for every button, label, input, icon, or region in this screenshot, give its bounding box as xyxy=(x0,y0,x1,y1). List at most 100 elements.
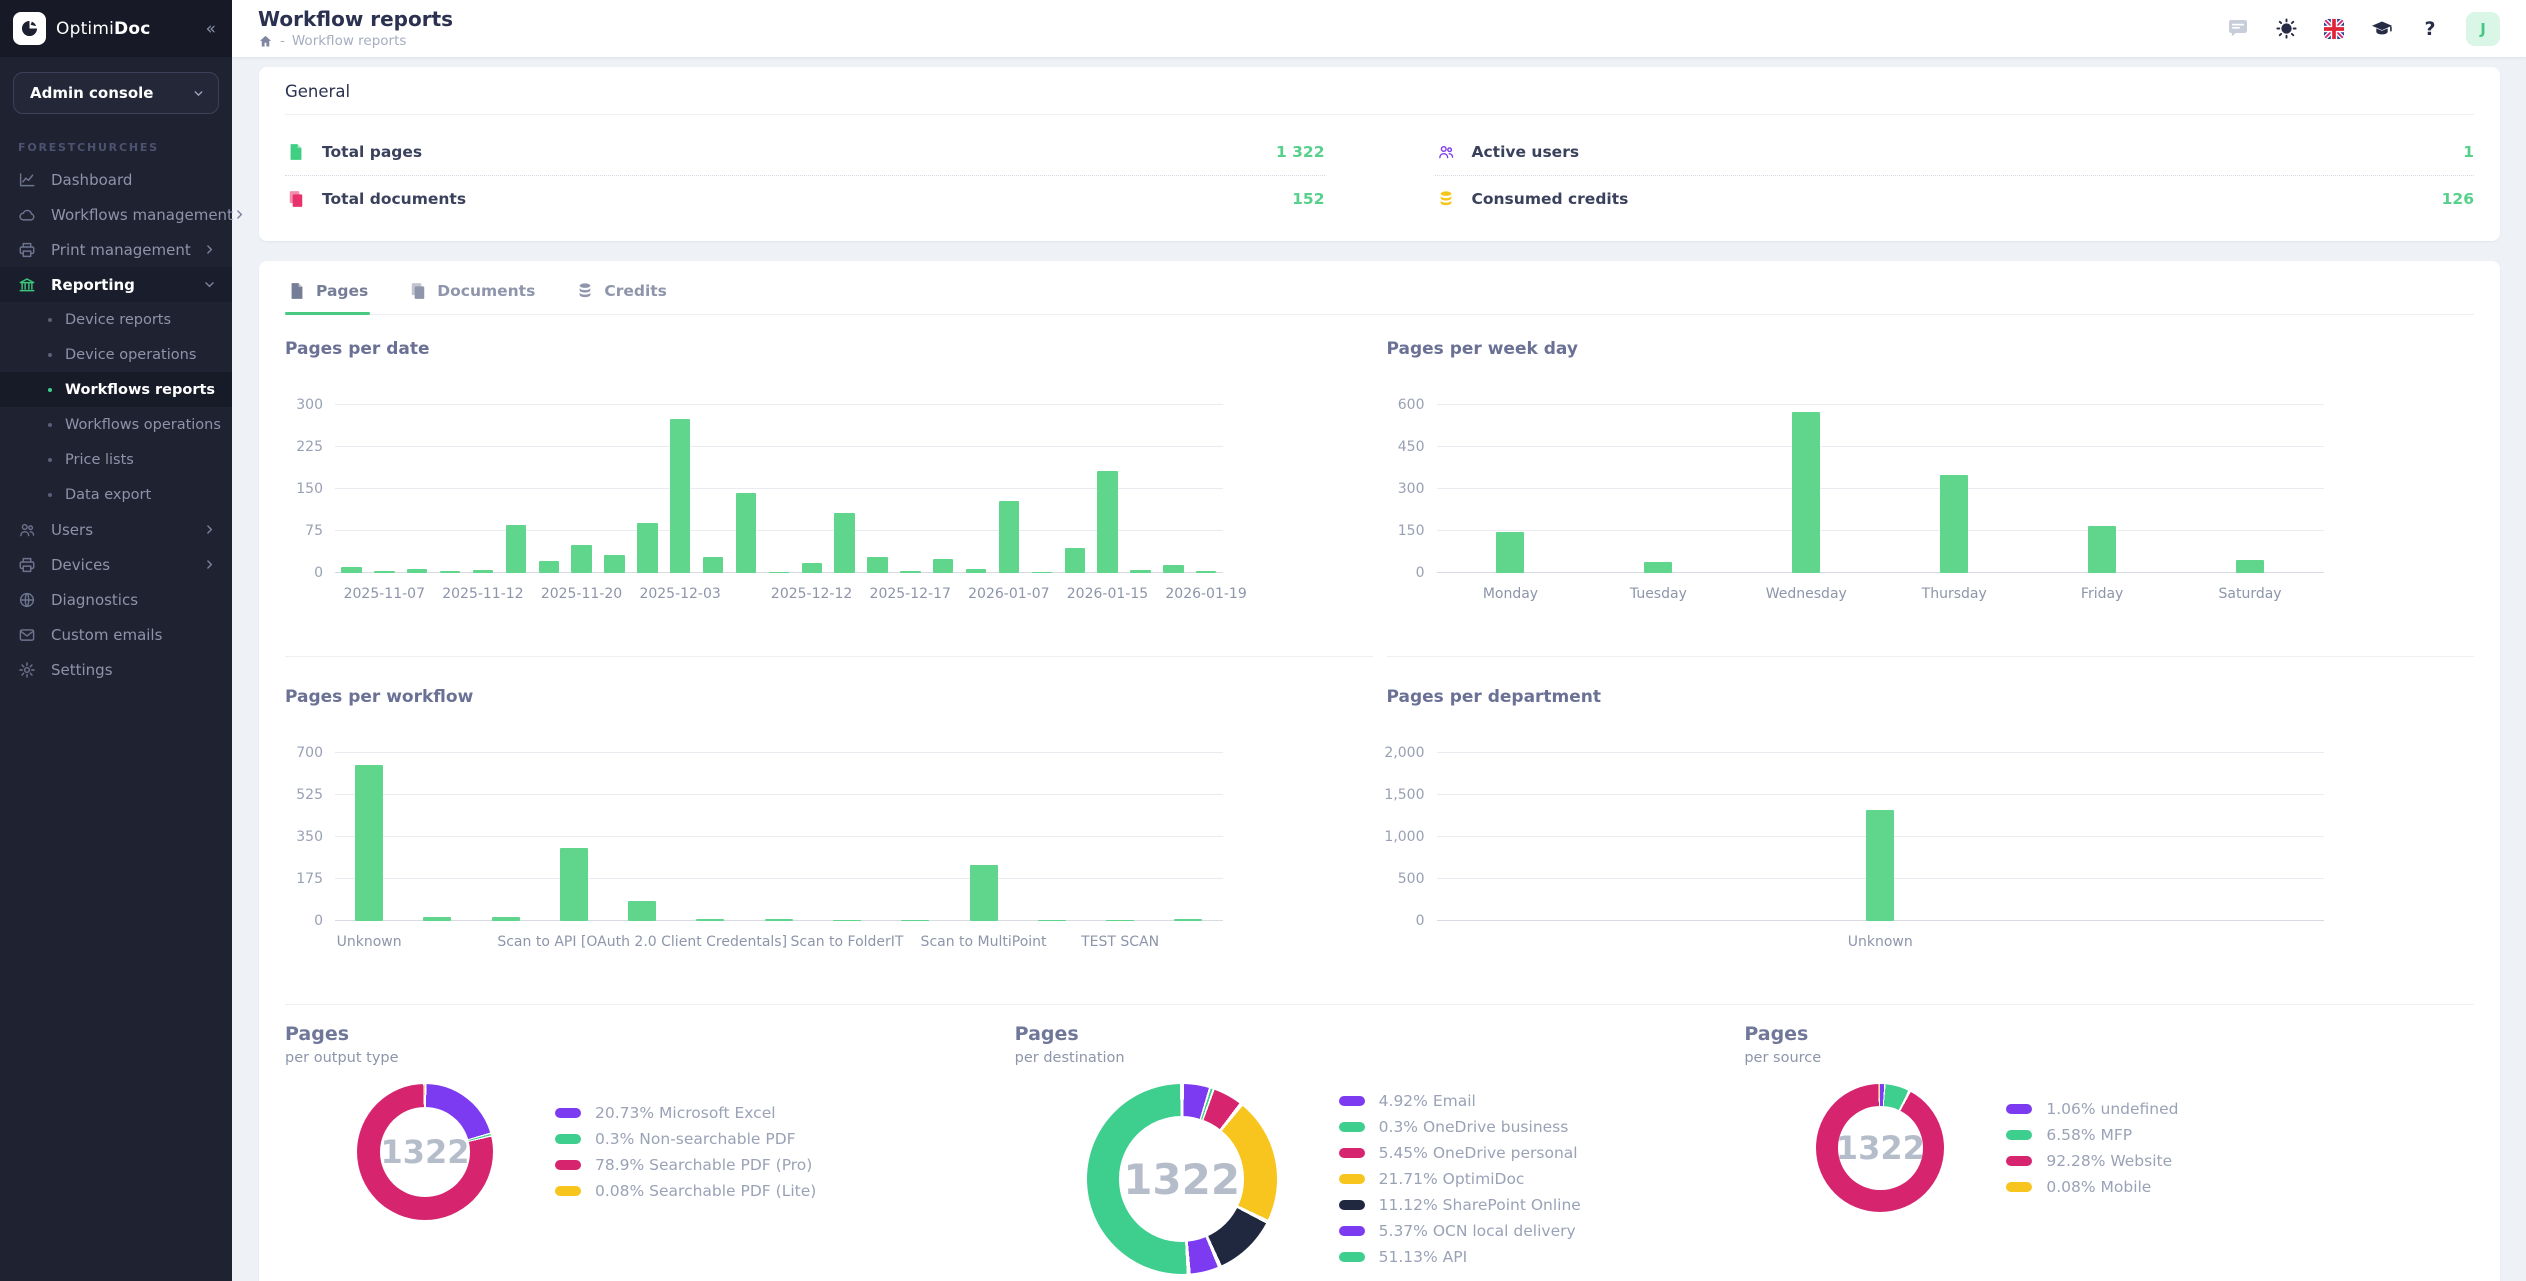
bar[interactable] xyxy=(1097,470,1118,573)
bar[interactable] xyxy=(2088,525,2117,573)
bar[interactable] xyxy=(834,512,855,573)
help-icon[interactable]: ? xyxy=(2424,17,2436,40)
legend-item[interactable]: 51.13% API xyxy=(1338,1248,1581,1266)
bar[interactable] xyxy=(702,557,724,573)
bar[interactable] xyxy=(1031,571,1052,573)
tab-credits[interactable]: Credits xyxy=(573,271,669,314)
bar[interactable] xyxy=(1644,562,1673,573)
donut-chart[interactable]: 1322 xyxy=(1816,1084,1945,1212)
legend-item[interactable]: 11.12% SharePoint Online xyxy=(1338,1196,1581,1214)
legend-item[interactable]: 92.28% Website xyxy=(2006,1152,2178,1170)
user-avatar[interactable]: J xyxy=(2466,11,2500,46)
stat-row-consumed-credits: Consumed credits 126 xyxy=(1434,175,2474,221)
sidebar-item-users[interactable]: Users xyxy=(0,512,232,547)
bar[interactable] xyxy=(764,919,793,921)
sidebar-subitem-workflows-reports[interactable]: Workflows reports xyxy=(0,372,232,407)
bar[interactable] xyxy=(768,571,789,573)
sidebar-item-devices[interactable]: Devices xyxy=(0,547,232,582)
legend-color-pill xyxy=(2006,1104,2033,1114)
bar[interactable] xyxy=(355,765,384,921)
bar[interactable] xyxy=(491,917,520,921)
bullet-icon xyxy=(48,422,52,427)
bar[interactable] xyxy=(735,492,757,573)
legend-item[interactable]: 0.3% Non-searchable PDF xyxy=(555,1130,816,1148)
bar[interactable] xyxy=(538,560,559,573)
bar[interactable] xyxy=(637,522,658,573)
bar[interactable] xyxy=(472,570,494,573)
bar[interactable] xyxy=(901,919,930,921)
language-uk-flag-icon[interactable] xyxy=(2322,17,2346,41)
sidebar-subitem-data-export[interactable]: Data export xyxy=(0,477,232,512)
home-icon[interactable] xyxy=(258,34,273,49)
bar[interactable] xyxy=(998,501,1020,573)
legend-item[interactable]: 6.58% MFP xyxy=(2006,1126,2178,1144)
sidebar-item-reporting[interactable]: Reporting xyxy=(0,267,232,302)
bar[interactable] xyxy=(1064,548,1085,573)
bar[interactable] xyxy=(1940,475,1969,573)
x-axis-labels: Unknown Scan to API [OAuth 2.0 Client Cre… xyxy=(335,934,1223,956)
legend-item[interactable]: 0.08% Searchable PDF (Lite) xyxy=(555,1182,816,1200)
bar[interactable] xyxy=(969,864,998,921)
bar[interactable] xyxy=(1174,919,1203,921)
bar[interactable] xyxy=(1130,569,1151,573)
sidebar-collapse-icon[interactable]: « xyxy=(205,18,216,39)
bar[interactable] xyxy=(670,419,691,573)
legend-item[interactable]: 4.92% Email xyxy=(1338,1092,1581,1110)
sidebar-item-workflows-management[interactable]: Workflows management xyxy=(0,197,243,232)
bar[interactable] xyxy=(423,917,452,921)
bar[interactable] xyxy=(1866,809,1895,921)
bar[interactable] xyxy=(604,554,625,573)
bar[interactable] xyxy=(1037,919,1066,921)
tab-documents[interactable]: Documents xyxy=(406,271,537,314)
legend-item[interactable]: 20.73% Microsoft Excel xyxy=(555,1104,816,1122)
bar[interactable] xyxy=(559,847,588,921)
console-select[interactable]: Admin console xyxy=(13,72,219,114)
bar[interactable] xyxy=(2236,559,2265,573)
bar[interactable] xyxy=(407,568,428,573)
donut-legend: 20.73% Microsoft Excel 0.3% Non-searchabl… xyxy=(555,1096,816,1208)
legend-item[interactable]: 0.08% Mobile xyxy=(2006,1178,2178,1196)
donut-chart[interactable]: 1322 xyxy=(357,1084,493,1220)
sidebar-item-print-management[interactable]: Print management xyxy=(0,232,232,267)
sidebar-subitem-workflows-operations[interactable]: Workflows operations xyxy=(0,407,232,442)
bar[interactable] xyxy=(832,919,861,921)
bar[interactable] xyxy=(374,570,395,573)
legend-item[interactable]: 1.06% undefined xyxy=(2006,1100,2178,1118)
legend-item[interactable]: 21.71% OptimiDoc xyxy=(1338,1170,1581,1188)
bar[interactable] xyxy=(505,525,526,573)
bar[interactable] xyxy=(439,570,461,573)
bar[interactable] xyxy=(933,559,954,573)
bar[interactable] xyxy=(628,900,657,921)
chart-title: Pages per week day xyxy=(1386,339,1578,359)
legend-item[interactable]: 5.45% OneDrive personal xyxy=(1338,1144,1581,1162)
bar[interactable] xyxy=(900,571,921,573)
bar[interactable] xyxy=(1163,565,1184,573)
sidebar-subitem-price-lists[interactable]: Price lists xyxy=(0,442,232,477)
sidebar-subitem-device-reports[interactable]: Device reports xyxy=(0,302,232,337)
sidebar-subitem-device-operations[interactable]: Device operations xyxy=(0,337,232,372)
donut-chart[interactable]: 1322 xyxy=(1086,1084,1277,1274)
sidebar-item-settings[interactable]: Settings xyxy=(0,652,232,687)
bar[interactable] xyxy=(801,563,822,573)
sidebar-item-diagnostics[interactable]: Diagnostics xyxy=(0,582,232,617)
bar[interactable] xyxy=(696,918,725,921)
bar[interactable] xyxy=(1496,532,1525,573)
bar[interactable] xyxy=(1792,412,1821,573)
tab-pages[interactable]: Pages xyxy=(285,271,371,315)
bar[interactable] xyxy=(965,569,987,573)
bar[interactable] xyxy=(571,545,592,573)
bar[interactable] xyxy=(1106,919,1135,921)
bar-slot xyxy=(730,405,763,573)
legend-item[interactable]: 78.9% Searchable PDF (Pro) xyxy=(555,1156,816,1174)
optimidoc-logo[interactable] xyxy=(13,12,46,45)
sidebar-item-custom-emails[interactable]: Custom emails xyxy=(0,617,232,652)
bar[interactable] xyxy=(1196,570,1217,573)
sidebar-item-dashboard[interactable]: Dashboard xyxy=(0,162,232,197)
bar[interactable] xyxy=(341,567,362,573)
legend-item[interactable]: 0.3% OneDrive business xyxy=(1338,1118,1581,1136)
messages-icon[interactable] xyxy=(2226,17,2250,41)
legend-item[interactable]: 5.37% OCN local delivery xyxy=(1338,1222,1581,1240)
tutorials-icon[interactable] xyxy=(2370,17,2394,41)
theme-sun-icon[interactable] xyxy=(2274,17,2298,41)
bar[interactable] xyxy=(867,556,888,573)
